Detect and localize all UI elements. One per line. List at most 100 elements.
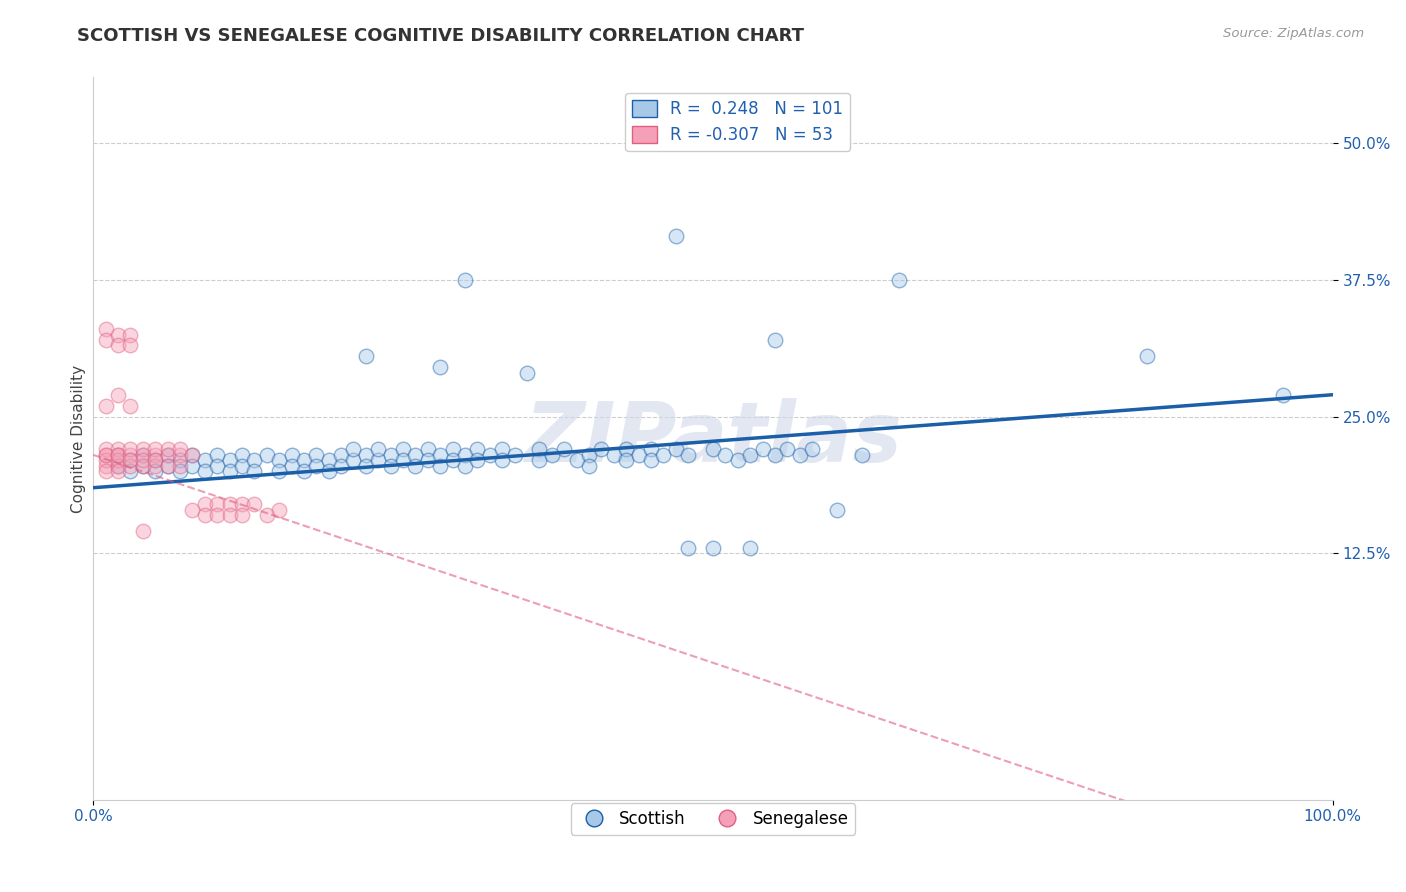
- Point: [231, 497, 253, 511]
- Point: [120, 453, 142, 467]
- Point: [789, 448, 811, 462]
- Point: [652, 448, 675, 462]
- Point: [205, 458, 228, 473]
- Point: [256, 448, 278, 462]
- Point: [181, 502, 204, 516]
- Point: [94, 399, 117, 413]
- Point: [665, 442, 688, 457]
- Point: [120, 442, 142, 457]
- Point: [478, 448, 501, 462]
- Point: [194, 464, 217, 478]
- Point: [740, 448, 762, 462]
- Point: [751, 442, 773, 457]
- Point: [740, 541, 762, 555]
- Point: [120, 464, 142, 478]
- Point: [603, 448, 626, 462]
- Point: [776, 442, 799, 457]
- Point: [416, 442, 439, 457]
- Point: [107, 448, 129, 462]
- Point: [132, 448, 155, 462]
- Point: [120, 399, 142, 413]
- Point: [578, 458, 600, 473]
- Point: [143, 464, 166, 478]
- Point: [367, 442, 389, 457]
- Point: [540, 448, 562, 462]
- Point: [169, 442, 191, 457]
- Point: [491, 453, 513, 467]
- Point: [218, 508, 240, 522]
- Point: [181, 448, 204, 462]
- Point: [467, 453, 489, 467]
- Point: [354, 458, 377, 473]
- Point: [107, 442, 129, 457]
- Point: [825, 502, 848, 516]
- Point: [702, 541, 724, 555]
- Point: [342, 442, 364, 457]
- Legend: Scottish, Senegalese: Scottish, Senegalese: [571, 803, 855, 835]
- Point: [94, 442, 117, 457]
- Point: [640, 453, 662, 467]
- Point: [851, 448, 873, 462]
- Point: [405, 458, 427, 473]
- Point: [763, 448, 786, 462]
- Point: [218, 464, 240, 478]
- Point: [243, 453, 266, 467]
- Point: [132, 524, 155, 539]
- Point: [887, 273, 910, 287]
- Point: [565, 453, 588, 467]
- Point: [132, 458, 155, 473]
- Point: [181, 458, 204, 473]
- Point: [614, 442, 637, 457]
- Point: [429, 458, 451, 473]
- Point: [120, 327, 142, 342]
- Point: [156, 458, 179, 473]
- Point: [280, 448, 302, 462]
- Point: [169, 458, 191, 473]
- Point: [120, 453, 142, 467]
- Point: [318, 464, 340, 478]
- Point: [156, 458, 179, 473]
- Point: [354, 350, 377, 364]
- Point: [231, 458, 253, 473]
- Point: [529, 453, 551, 467]
- Point: [529, 442, 551, 457]
- Text: ZIPatlas: ZIPatlas: [524, 398, 901, 479]
- Point: [107, 453, 129, 467]
- Point: [454, 448, 477, 462]
- Point: [380, 458, 402, 473]
- Point: [107, 448, 129, 462]
- Point: [354, 448, 377, 462]
- Point: [342, 453, 364, 467]
- Point: [591, 442, 613, 457]
- Point: [194, 453, 217, 467]
- Point: [94, 448, 117, 462]
- Point: [676, 448, 699, 462]
- Point: [1136, 350, 1159, 364]
- Point: [205, 497, 228, 511]
- Point: [94, 453, 117, 467]
- Point: [676, 541, 699, 555]
- Y-axis label: Cognitive Disability: Cognitive Disability: [72, 365, 86, 513]
- Point: [143, 448, 166, 462]
- Point: [702, 442, 724, 457]
- Point: [269, 502, 291, 516]
- Point: [107, 327, 129, 342]
- Text: SCOTTISH VS SENEGALESE COGNITIVE DISABILITY CORRELATION CHART: SCOTTISH VS SENEGALESE COGNITIVE DISABIL…: [77, 27, 804, 45]
- Point: [405, 448, 427, 462]
- Point: [143, 442, 166, 457]
- Point: [231, 448, 253, 462]
- Point: [392, 453, 415, 467]
- Point: [330, 448, 353, 462]
- Point: [132, 448, 155, 462]
- Point: [292, 464, 315, 478]
- Point: [218, 497, 240, 511]
- Point: [107, 464, 129, 478]
- Point: [132, 458, 155, 473]
- Point: [727, 453, 749, 467]
- Point: [305, 458, 328, 473]
- Point: [143, 458, 166, 473]
- Point: [441, 453, 464, 467]
- Point: [181, 448, 204, 462]
- Point: [143, 453, 166, 467]
- Point: [665, 229, 688, 244]
